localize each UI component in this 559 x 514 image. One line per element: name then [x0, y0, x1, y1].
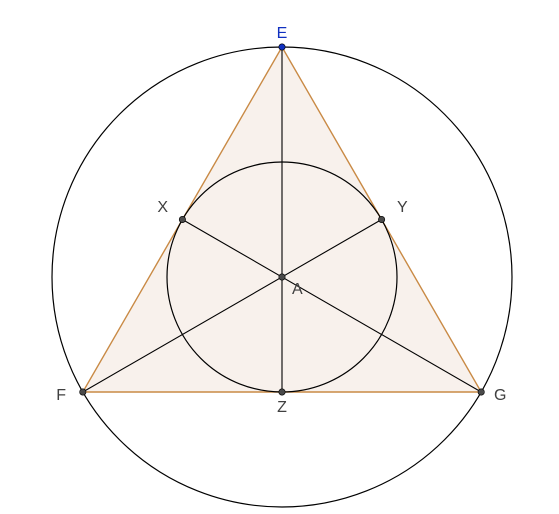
point-f — [80, 389, 86, 395]
point-x — [179, 216, 185, 222]
label-a: A — [292, 281, 303, 298]
point-a — [279, 274, 285, 280]
label-f: F — [56, 387, 66, 404]
label-y: Y — [397, 199, 408, 216]
label-e: E — [277, 25, 288, 42]
geometry-diagram: E F G X Y Z A — [0, 0, 559, 514]
label-x: X — [157, 199, 168, 216]
point-g — [478, 389, 484, 395]
point-z — [279, 389, 285, 395]
point-e — [279, 44, 285, 50]
point-y — [378, 216, 384, 222]
label-z: Z — [277, 399, 287, 416]
label-g: G — [494, 387, 506, 404]
